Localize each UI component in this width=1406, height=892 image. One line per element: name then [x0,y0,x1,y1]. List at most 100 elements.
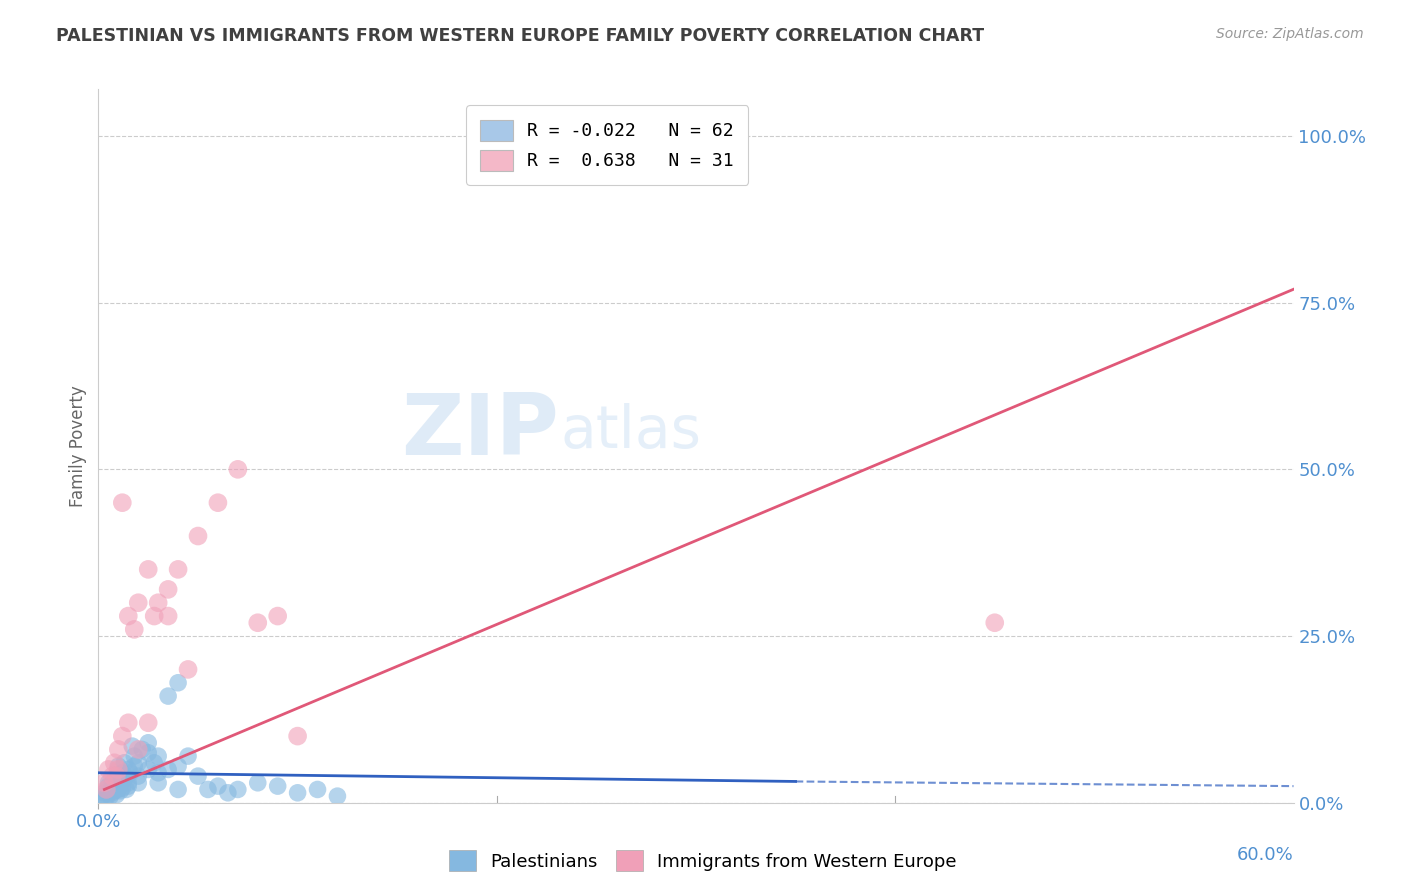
Point [96,782,118,797]
Point [101,776,124,790]
Point [103,779,125,793]
Point [326,789,349,804]
Point [110,784,132,798]
Point [197,782,219,797]
Point [127,596,149,610]
Point [101,781,124,796]
Point [167,759,190,773]
Point [246,615,269,630]
Point [148,776,170,790]
Point [287,729,309,743]
Y-axis label: Family Poverty: Family Poverty [69,385,87,507]
Point [101,769,124,783]
Legend: Palestinians, Immigrants from Western Europe: Palestinians, Immigrants from Western Eu… [441,843,965,879]
Point [131,742,153,756]
Point [97,763,120,777]
Point [105,788,128,802]
Point [127,769,149,783]
Point [307,782,329,797]
Point [124,759,146,773]
Point [157,689,180,703]
Point [98,782,122,797]
Point [120,765,142,780]
Point [111,729,134,743]
Text: atlas: atlas [561,403,702,460]
Point [103,784,125,798]
Text: PALESTINIAN VS IMMIGRANTS FROM WESTERN EUROPE FAMILY POVERTY CORRELATION CHART: PALESTINIAN VS IMMIGRANTS FROM WESTERN E… [56,27,984,45]
Point [177,749,200,764]
Point [207,496,229,510]
Point [136,562,159,576]
Point [157,582,180,597]
Point [984,615,1007,630]
Point [136,746,159,760]
Point [148,749,170,764]
Point [111,781,134,796]
Point [485,149,508,163]
Point [246,776,269,790]
Point [226,782,249,797]
Point [143,756,166,770]
Point [127,756,149,770]
Point [96,790,118,805]
Point [111,765,134,780]
Legend: R = -0.022   N = 62, R =  0.638   N = 31: R = -0.022 N = 62, R = 0.638 N = 31 [465,105,748,185]
Point [97,786,120,800]
Point [167,675,190,690]
Point [187,529,209,543]
Point [124,749,146,764]
Point [136,736,159,750]
Point [105,777,128,791]
Point [148,765,170,780]
Point [117,779,139,793]
Point [207,779,229,793]
Point [93,776,115,790]
Point [91,789,114,804]
Point [115,782,138,797]
Point [115,769,138,783]
Point [107,759,129,773]
Point [112,772,135,787]
Point [112,756,135,770]
Point [136,715,159,730]
Point [217,786,239,800]
Point [136,763,159,777]
Point [117,776,139,790]
Point [121,739,143,753]
Point [157,763,180,777]
Point [143,609,166,624]
Point [105,772,128,787]
Text: Source: ZipAtlas.com: Source: ZipAtlas.com [1216,27,1364,41]
Point [267,779,290,793]
Point [124,623,146,637]
Text: ZIP: ZIP [401,390,558,474]
Point [177,662,200,676]
Point [167,562,190,576]
Point [127,742,149,756]
Point [287,786,309,800]
Point [187,769,209,783]
Point [111,496,134,510]
Point [226,462,249,476]
Point [93,792,115,806]
Point [98,789,122,804]
Point [107,742,129,756]
Point [267,609,290,624]
Point [110,776,132,790]
Point [127,776,149,790]
Point [107,763,129,777]
Point [93,786,115,800]
Point [117,609,139,624]
Point [117,763,139,777]
Point [167,782,190,797]
Point [103,756,125,770]
Point [107,769,129,783]
Point [105,769,128,783]
Point [148,596,170,610]
Point [157,609,180,624]
Point [107,782,129,797]
Point [101,786,124,800]
Point [97,776,120,790]
Point [97,779,120,793]
Point [117,715,139,730]
